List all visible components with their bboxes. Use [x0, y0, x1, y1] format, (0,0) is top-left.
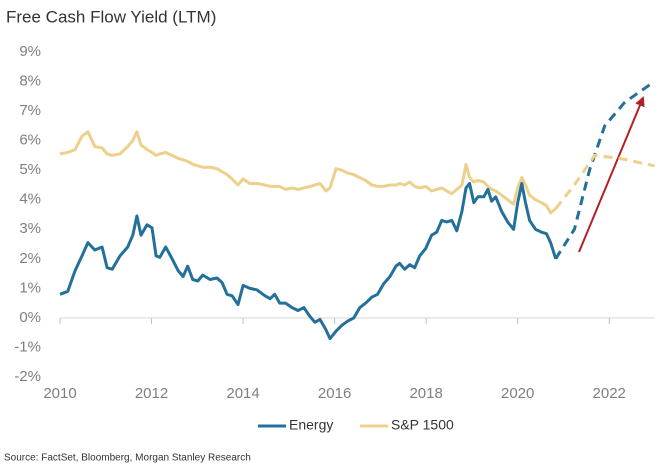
- y-tick-label: 6%: [19, 132, 41, 149]
- y-tick-label: 3%: [19, 220, 41, 237]
- y-tick-label: 2%: [19, 250, 41, 267]
- y-tick-label: 8%: [19, 73, 41, 90]
- forecast-line: [554, 153, 655, 210]
- series-line: [59, 182, 558, 341]
- series-line: [59, 130, 557, 215]
- y-tick-label: 0%: [19, 309, 41, 326]
- y-tick-label: 5%: [19, 161, 41, 178]
- legend-label: S&P 1500: [391, 417, 454, 433]
- y-tick-label: 9%: [19, 43, 41, 60]
- x-tick-label: 2012: [135, 385, 168, 402]
- x-tick-label: 2016: [318, 385, 351, 402]
- source-note: Source: FactSet, Bloomberg, Morgan Stanl…: [4, 453, 251, 464]
- y-tick-label: 4%: [19, 191, 41, 208]
- trend-arrow: [578, 96, 645, 253]
- y-tick-label: -2%: [14, 368, 41, 385]
- x-tick-label: 2010: [43, 385, 76, 402]
- x-tick-label: 2022: [593, 385, 626, 402]
- chart-title: Free Cash Flow Yield (LTM): [6, 7, 216, 26]
- y-tick-label: 7%: [19, 102, 41, 119]
- legend-label: Energy: [289, 417, 333, 433]
- x-tick-label: 2014: [226, 385, 259, 402]
- x-tick-label: 2018: [409, 385, 442, 402]
- y-tick-label: -1%: [14, 338, 41, 355]
- x-tick-label: 2020: [501, 385, 534, 402]
- y-tick-label: 1%: [19, 279, 41, 296]
